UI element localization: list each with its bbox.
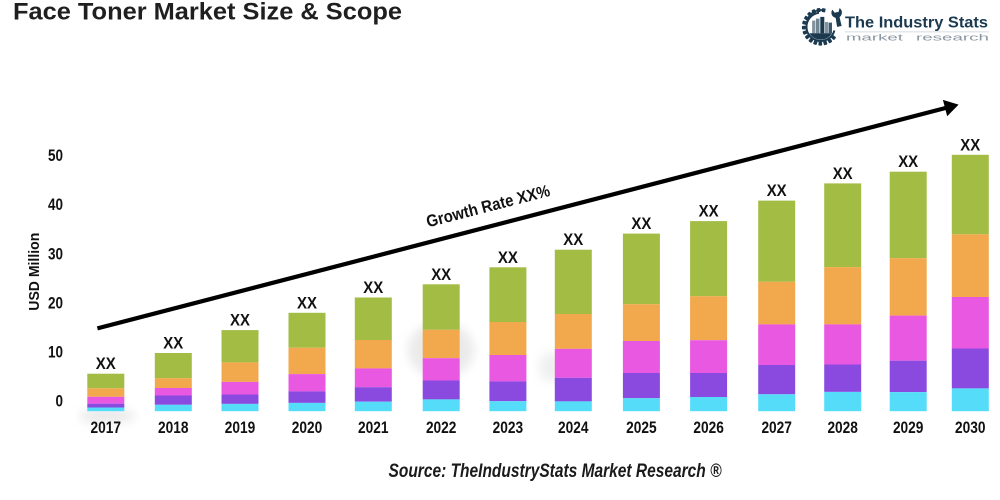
svg-text:XX: XX xyxy=(631,215,651,233)
svg-text:XX: XX xyxy=(163,335,183,353)
svg-text:2028: 2028 xyxy=(827,419,858,437)
svg-text:40: 40 xyxy=(48,196,63,214)
svg-text:XX: XX xyxy=(363,279,383,297)
svg-text:30: 30 xyxy=(48,245,63,263)
svg-text:Face Toner Market Size & Scope: Face Toner Market Size & Scope xyxy=(13,0,402,26)
svg-text:0: 0 xyxy=(56,393,64,411)
svg-text:XX: XX xyxy=(498,249,518,267)
svg-text:XX: XX xyxy=(431,266,451,284)
svg-text:research: research xyxy=(916,33,989,44)
svg-text:2021: 2021 xyxy=(358,419,389,437)
svg-text:XX: XX xyxy=(96,355,116,373)
svg-text:XX: XX xyxy=(699,203,719,221)
svg-text:XX: XX xyxy=(833,165,853,183)
svg-text:2026: 2026 xyxy=(693,419,724,437)
svg-text:2022: 2022 xyxy=(426,419,457,437)
svg-text:XX: XX xyxy=(230,312,250,330)
svg-text:2017: 2017 xyxy=(91,419,122,437)
svg-text:USD Million: USD Million xyxy=(27,233,43,311)
svg-text:2027: 2027 xyxy=(761,419,792,437)
svg-text:2019: 2019 xyxy=(225,419,256,437)
svg-text:2020: 2020 xyxy=(292,419,323,437)
svg-text:XX: XX xyxy=(297,294,317,312)
svg-text:10: 10 xyxy=(48,344,63,362)
svg-text:XX: XX xyxy=(960,136,980,154)
svg-text:XX: XX xyxy=(767,182,787,200)
svg-text:2030: 2030 xyxy=(955,419,986,437)
svg-text:XX: XX xyxy=(563,231,583,249)
svg-text:2018: 2018 xyxy=(158,419,189,437)
svg-text:XX: XX xyxy=(898,153,918,171)
svg-text:2029: 2029 xyxy=(893,419,924,437)
svg-text:2023: 2023 xyxy=(493,419,524,437)
svg-text:market: market xyxy=(846,33,904,44)
svg-text:50: 50 xyxy=(48,147,63,165)
svg-text:2024: 2024 xyxy=(558,419,589,437)
svg-text:2025: 2025 xyxy=(626,419,657,437)
svg-text:Source: TheIndustryStats Marke: Source: TheIndustryStats Market Research… xyxy=(389,461,722,482)
svg-text:The Industry Stats: The Industry Stats xyxy=(845,15,988,32)
svg-text:20: 20 xyxy=(48,294,63,312)
svg-text:Growth Rate XX%: Growth Rate XX% xyxy=(424,181,552,231)
